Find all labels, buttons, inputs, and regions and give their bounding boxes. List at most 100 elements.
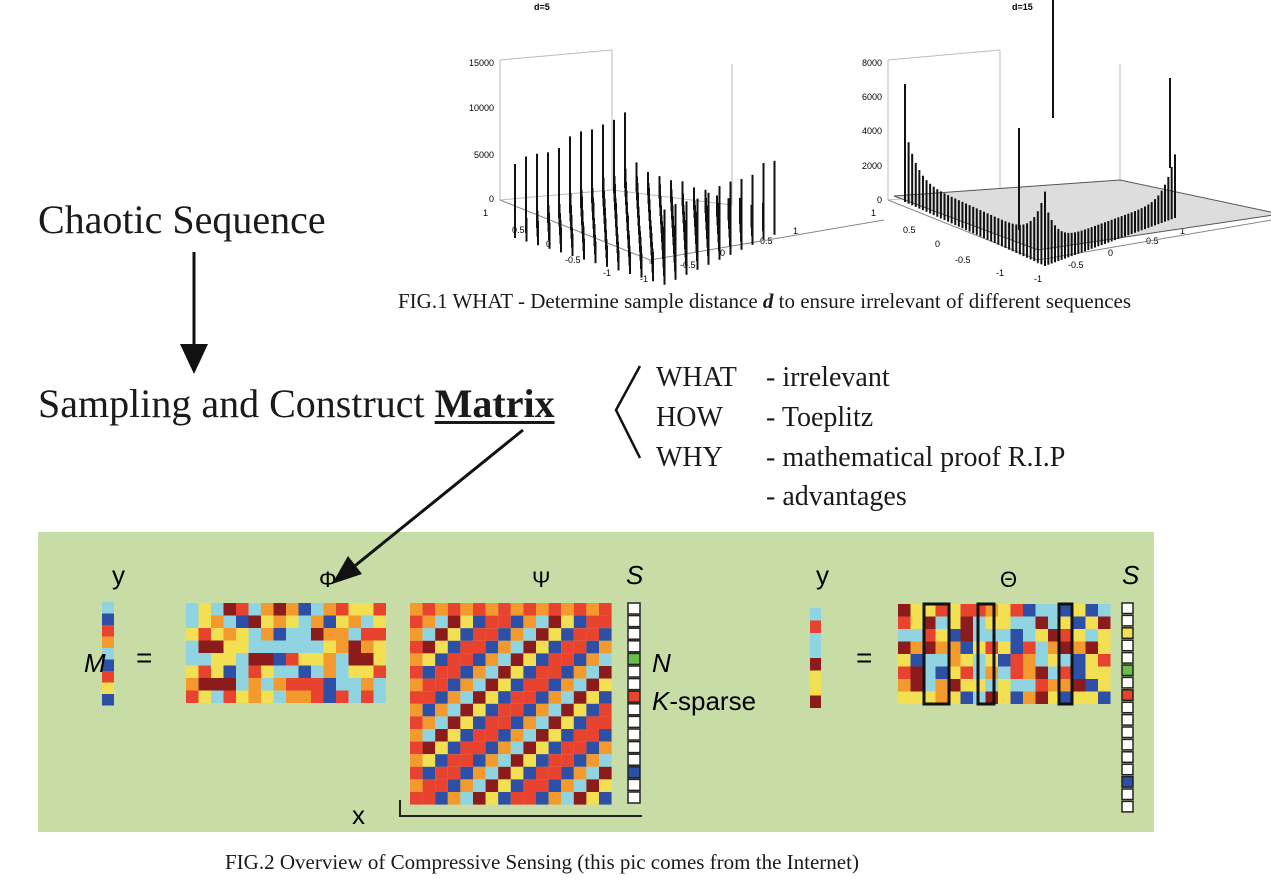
phi-matrix-cell: [361, 665, 374, 678]
psi-matrix-cell: [460, 603, 473, 616]
phi-matrix-cell: [298, 615, 311, 628]
phi-matrix-cell: [186, 603, 199, 616]
psi-matrix-cell: [536, 640, 549, 654]
psi-matrix-cell: [498, 653, 511, 666]
psi-matrix-cell: [523, 754, 536, 767]
phi-matrix-cell: [261, 690, 274, 703]
psi-matrix-cell: [422, 640, 436, 654]
plot-title: d=5: [534, 2, 550, 12]
theta-matrix-cell: [935, 641, 948, 654]
psi-matrix-cell: [460, 691, 473, 704]
arrow-to-phi: [345, 428, 524, 575]
theta-matrix-cell: [1048, 654, 1061, 667]
theta-matrix-cell: [1098, 666, 1111, 679]
psi-matrix-cell: [548, 716, 562, 729]
phi-matrix-cell: [348, 653, 361, 666]
phi-matrix-cell: [298, 665, 311, 678]
phi-matrix-cell: [323, 615, 336, 628]
y-vector-cell: [810, 658, 821, 671]
phi-matrix-cell: [223, 603, 236, 616]
x-tick-label: 0.5: [760, 236, 773, 246]
psi-matrix-cell: [536, 716, 549, 729]
y-vector-cell: [102, 636, 114, 648]
phi-matrix-cell: [361, 628, 374, 641]
phi-matrix-cell: [348, 615, 361, 628]
phi-matrix-cell: [223, 690, 236, 703]
theta-matrix-cell: [998, 654, 1011, 667]
theta-matrix-cell: [1098, 654, 1111, 667]
psi-matrix-cell: [586, 615, 599, 629]
label-theta: Θ: [1000, 567, 1017, 592]
psi-matrix-cell: [573, 779, 587, 792]
psi-matrix-cell: [586, 603, 599, 616]
theta-matrix-cell: [948, 679, 961, 692]
phi-matrix-cell: [311, 690, 324, 703]
theta-matrix-cell: [948, 616, 961, 629]
y-vector-cell: [102, 602, 114, 614]
theta-matrix-cell: [1010, 616, 1023, 629]
phi-matrix-cell: [273, 640, 286, 653]
fig1-caption-text-end: to ensure irrelevant of different sequen…: [773, 289, 1132, 313]
theta-matrix-cell: [1035, 666, 1048, 679]
phi-matrix-cell: [186, 690, 199, 703]
psi-matrix-cell: [599, 666, 612, 679]
phi-matrix-cell: [273, 690, 286, 703]
s-vector-cell: [1121, 627, 1134, 640]
psi-matrix-cell: [498, 792, 511, 805]
theta-matrix-cell: [1048, 679, 1061, 692]
label-n: N: [652, 648, 671, 678]
psi-matrix-cell: [536, 703, 549, 717]
psi-matrix-cell: [573, 792, 587, 805]
psi-matrix-cell: [447, 678, 461, 692]
phi-matrix-cell: [198, 678, 211, 691]
label-s-left: S: [626, 560, 644, 590]
psi-matrix-cell: [485, 628, 499, 641]
psi-matrix-cell: [510, 615, 524, 629]
theta-matrix-cell: [1035, 641, 1048, 654]
theta-matrix-cell: [1098, 629, 1111, 642]
phi-matrix-cell: [373, 653, 386, 666]
psi-matrix-cell: [460, 729, 473, 742]
y-vector-cell: [810, 620, 821, 633]
theta-matrix-cell: [935, 604, 948, 617]
phi-matrix-cell: [298, 640, 311, 653]
phi-matrix-cell: [323, 603, 336, 616]
phi-matrix-cell: [248, 653, 261, 666]
theta-matrix-cell: [1048, 616, 1061, 629]
compressive-sensing-panel: y M = Φ Ψ S N K-sparse x y = Θ S: [38, 532, 1154, 832]
phi-matrix-cell: [286, 653, 299, 666]
phi-matrix-cell: [348, 640, 361, 653]
psi-matrix-cell: [473, 703, 486, 717]
psi-matrix-cell: [548, 703, 562, 717]
psi-matrix-cell: [599, 640, 612, 654]
theta-matrix-cell: [1035, 604, 1048, 617]
phi-matrix-cell: [236, 653, 249, 666]
label-phi: Φ: [319, 567, 337, 592]
psi-matrix-cell: [536, 653, 549, 666]
phi-matrix-cell: [223, 678, 236, 691]
y-vector-cell: [102, 625, 114, 637]
theta-matrix-cell: [935, 691, 948, 704]
phi-matrix-cell: [236, 678, 249, 691]
psi-matrix-cell: [548, 615, 562, 629]
psi-matrix-cell: [498, 666, 511, 679]
y-tick-label: 0.5: [512, 225, 525, 235]
psi-matrix-cell: [573, 678, 587, 692]
brace-value: - mathematical proof R.I.P: [766, 442, 1066, 473]
psi-matrix-cell: [447, 703, 461, 717]
psi-matrix-cell: [510, 729, 524, 742]
s-vector-cell: [627, 640, 641, 653]
psi-matrix-cell: [599, 729, 612, 742]
psi-matrix-cell: [586, 716, 599, 729]
phi-matrix-cell: [298, 690, 311, 703]
x-tick-label: 0: [1108, 248, 1113, 258]
phi-matrix-cell: [186, 653, 199, 666]
psi-matrix-cell: [460, 653, 473, 666]
theta-matrix-cell: [1098, 641, 1111, 654]
theta-matrix-cell: [1085, 691, 1098, 704]
brace-value: - advantages: [766, 481, 907, 512]
theta-matrix-cell: [910, 629, 923, 642]
phi-matrix-cell: [348, 603, 361, 616]
y-vector-cell: [102, 648, 114, 660]
s-vector-cell: [627, 614, 641, 628]
